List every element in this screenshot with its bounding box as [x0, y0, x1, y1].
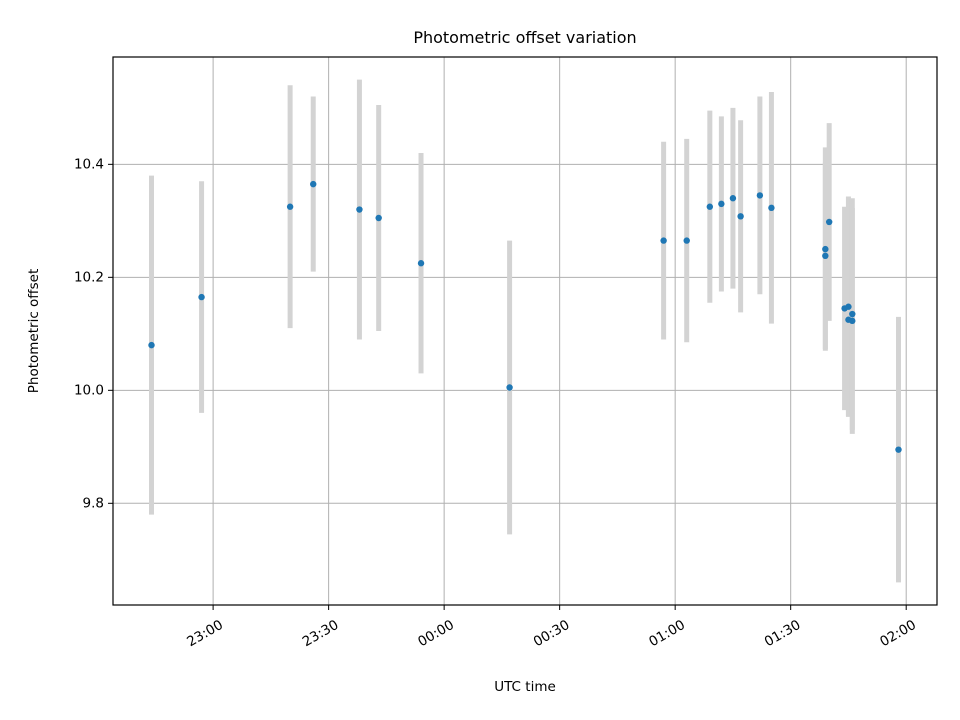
data-point	[849, 310, 856, 318]
chart-title: Photometric offset variation	[413, 28, 636, 47]
y-tick-label: 10.0	[74, 382, 104, 398]
data-point	[849, 317, 856, 325]
y-tick-label: 10.2	[74, 269, 104, 285]
y-tick-label: 10.4	[74, 156, 104, 172]
data-point	[737, 213, 744, 220]
y-tick-label: 9.8	[83, 495, 104, 511]
data-point	[286, 203, 294, 210]
data-point	[729, 195, 737, 202]
data-point	[768, 204, 775, 212]
data-point	[310, 180, 317, 188]
data-point	[822, 252, 829, 260]
data-point	[198, 293, 205, 301]
data-point	[845, 303, 852, 310]
data-point	[822, 245, 829, 253]
data-point	[756, 192, 764, 199]
data-point	[148, 341, 155, 349]
y-axis-label: Photometric offset	[26, 269, 42, 393]
data-point	[506, 384, 513, 391]
data-point	[356, 206, 363, 213]
data-points	[148, 180, 902, 453]
data-point	[825, 218, 833, 226]
y-axis-ticks: 9.8 10.0 10.2 10.4	[74, 156, 113, 511]
grid-lines	[113, 57, 937, 605]
data-point	[895, 446, 902, 453]
data-point	[683, 237, 690, 244]
data-point	[375, 214, 382, 222]
plot-frame	[112, 56, 938, 606]
data-point	[417, 260, 425, 267]
data-point	[706, 203, 714, 210]
data-point	[660, 237, 667, 244]
x-axis-label: UTC time	[494, 679, 556, 695]
data-point	[718, 200, 725, 208]
